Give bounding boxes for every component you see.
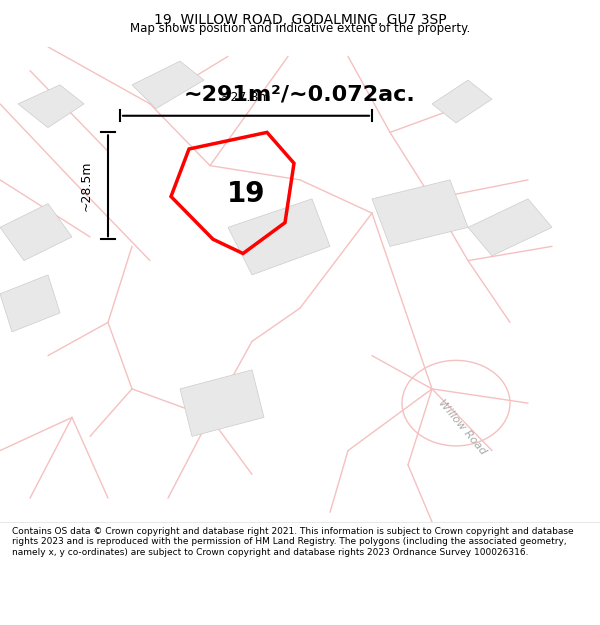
Polygon shape: [0, 204, 72, 261]
Polygon shape: [372, 180, 468, 246]
Polygon shape: [0, 275, 60, 332]
Polygon shape: [18, 85, 84, 127]
Polygon shape: [180, 370, 264, 436]
Text: 19: 19: [227, 180, 265, 208]
Text: Map shows position and indicative extent of the property.: Map shows position and indicative extent…: [130, 22, 470, 35]
Text: Contains OS data © Crown copyright and database right 2021. This information is : Contains OS data © Crown copyright and d…: [12, 527, 574, 557]
Text: ~28.5m: ~28.5m: [80, 161, 93, 211]
Text: ~27.8m: ~27.8m: [221, 91, 271, 104]
Polygon shape: [432, 80, 492, 123]
Text: 19, WILLOW ROAD, GODALMING, GU7 3SP: 19, WILLOW ROAD, GODALMING, GU7 3SP: [154, 13, 446, 27]
Polygon shape: [132, 61, 204, 109]
Text: Willow Road: Willow Road: [436, 398, 488, 456]
Polygon shape: [228, 199, 330, 275]
Polygon shape: [468, 199, 552, 256]
Text: ~291m²/~0.072ac.: ~291m²/~0.072ac.: [184, 85, 416, 105]
